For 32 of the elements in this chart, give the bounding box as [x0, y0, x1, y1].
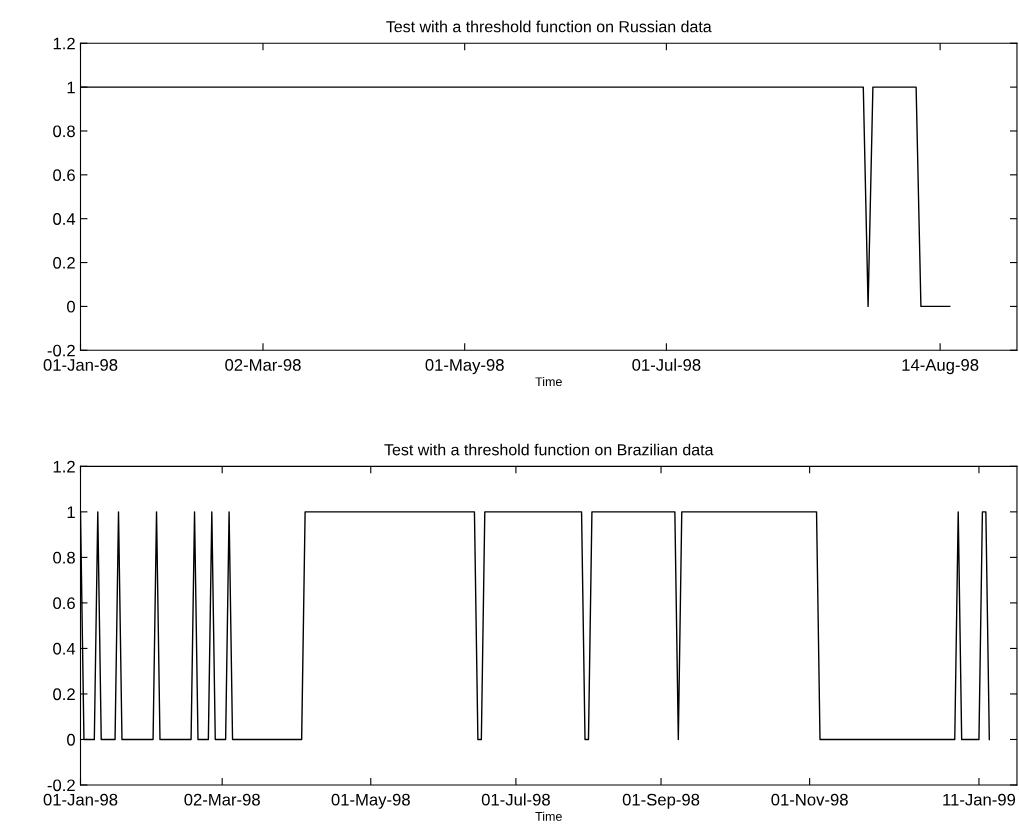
x-tick-label: 01-Jan-98 — [43, 793, 118, 806]
x-tick-label: 02-Mar-98 — [184, 793, 260, 806]
x-tick-label: 02-Mar-98 — [225, 359, 301, 371]
y-tick-label: 1.2 — [53, 37, 75, 50]
y-tick-label: 0 — [67, 733, 75, 746]
y-tick-label: 1.2 — [53, 460, 75, 473]
y-tick-label: -0.2 — [47, 344, 75, 357]
chart-title: Test with a threshold function on Russian data — [386, 20, 712, 33]
y-tick-label: 0.2 — [53, 256, 75, 269]
y-tick-label: 0.8 — [53, 125, 75, 138]
y-tick-label: 0.6 — [53, 169, 75, 182]
y-tick-label: 0.6 — [53, 597, 75, 610]
y-tick-label: 0.2 — [53, 688, 75, 701]
y-tick-label: 1 — [67, 81, 75, 94]
x-tick-label: 01-May-98 — [425, 359, 504, 375]
x-tick-label: 01-Jul-98 — [632, 358, 701, 371]
x-tick-label: 01-Jan-98 — [43, 359, 118, 371]
y-tick-label: 0.4 — [53, 213, 76, 225]
chart-title: Test with a threshold function on Brazilian data — [384, 443, 714, 456]
y-tick-label: 0.4 — [53, 642, 76, 655]
x-tick-label: 01-Sep-98 — [622, 793, 700, 809]
x-tick-label: 11-Jan-99 — [943, 793, 1016, 806]
x-tick-label: 14-Aug-98 — [902, 359, 979, 375]
x-tick-label: 01-Jul-98 — [481, 793, 550, 806]
y-tick-label: -0.2 — [47, 779, 75, 792]
x-tick-label: 01-Nov-98 — [771, 793, 848, 806]
x-tick-label: 01-May-98 — [331, 793, 410, 809]
y-tick-label: 0.8 — [53, 551, 75, 564]
x-axis-title: Time — [535, 376, 562, 387]
y-tick-label: 0 — [67, 300, 75, 313]
x-axis-title: Time — [535, 811, 562, 821]
y-tick-label: 1 — [67, 506, 75, 518]
